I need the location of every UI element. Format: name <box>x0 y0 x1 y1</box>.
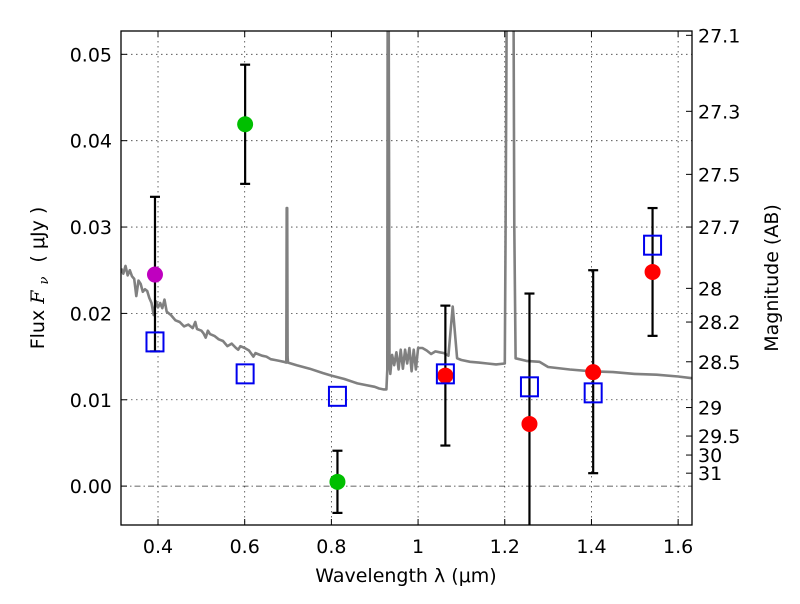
axis-ticks <box>121 31 692 525</box>
observed-point <box>237 116 254 133</box>
y2-tick-label: 29.5 <box>698 426 740 448</box>
grid <box>121 31 692 525</box>
x-tick-label: 1 <box>412 536 424 558</box>
x-tick-label: 0.8 <box>316 536 346 558</box>
y-tick-label: 0.01 <box>70 390 112 412</box>
y-tick-label: 0.02 <box>70 303 112 325</box>
y2-tick-label: 27.7 <box>698 217 740 239</box>
x-tick-label: 1.6 <box>663 536 693 558</box>
y2-tick-label: 28.2 <box>698 312 740 334</box>
y2-tick-label: 28.5 <box>698 352 740 374</box>
model-photometry-series <box>145 234 663 407</box>
observed-point <box>437 367 454 384</box>
x-axis-label: Wavelength λ (μm) <box>315 565 496 587</box>
y-tick-labels: 0.00 0.01 0.02 0.03 0.04 0.05 <box>70 44 112 498</box>
plot-area <box>121 31 692 525</box>
y-tick-label: 0.05 <box>70 44 112 66</box>
model-square-point <box>145 331 165 353</box>
model-square-point <box>435 363 455 385</box>
observed-series <box>146 63 661 525</box>
y-axis-label-unit: ( μJy ) <box>27 207 49 263</box>
y2-tick-label: 28 <box>698 278 722 300</box>
x-tick-label: 1.4 <box>576 536 606 558</box>
observed-point <box>146 266 163 283</box>
y-axis-label-symbol: F <box>27 290 49 305</box>
observed-point <box>521 415 538 432</box>
spectrum-line <box>121 31 692 391</box>
x-tick-labels: 0.4 0.6 0.8 1 1.2 1.4 1.6 <box>143 536 693 558</box>
y-tick-label: 0.00 <box>70 476 112 498</box>
model-square-point <box>235 363 255 385</box>
observed-point <box>585 364 602 381</box>
y2-tick-label: 29 <box>698 398 722 420</box>
svg-text:Flux F ν (: Flux F ν ( μJy ) <box>27 207 53 350</box>
observed-point <box>329 473 346 490</box>
y2-tick-label: 27.3 <box>698 101 740 123</box>
model-square-point <box>519 376 539 398</box>
model-square-point <box>583 382 603 404</box>
y2-tick-label: 31 <box>698 463 722 485</box>
x-tick-label: 0.6 <box>230 536 260 558</box>
x-tick-label: 0.4 <box>143 536 173 558</box>
y-axis-label-prefix: Flux <box>27 304 49 350</box>
plot-frame <box>120 30 693 526</box>
observed-point <box>644 263 661 280</box>
y-tick-label: 0.04 <box>70 131 112 153</box>
y-axis-label: Flux F ν ( μJy ) <box>27 207 53 350</box>
y-tick-label: 0.03 <box>70 217 112 239</box>
x-tick-label: 1.2 <box>490 536 520 558</box>
model-square-point <box>327 385 347 407</box>
y2-tick-label: 30 <box>698 445 722 467</box>
model-square-point <box>643 234 663 256</box>
y-axis-label-subscript: ν <box>37 277 52 285</box>
y2-axis-label: Magnitude (AB) <box>761 204 783 352</box>
spectrum-series <box>121 31 692 391</box>
y2-tick-label: 27.5 <box>698 164 740 186</box>
y2-tick-label: 27.1 <box>698 25 740 47</box>
